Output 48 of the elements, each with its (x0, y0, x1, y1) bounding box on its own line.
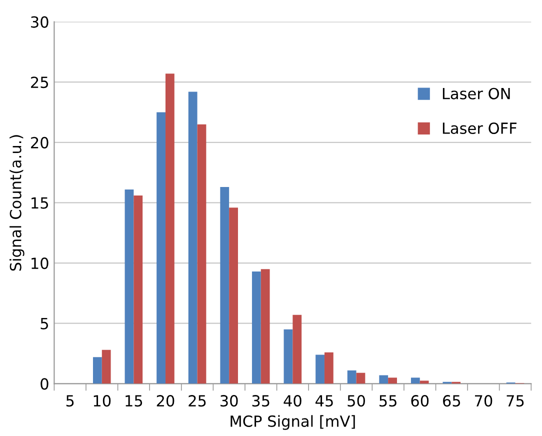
legend-label: Laser OFF (442, 122, 517, 134)
x-tick-label: 10 (94, 395, 111, 407)
x-tick-label: 15 (126, 395, 142, 407)
bar (410, 378, 420, 384)
x-tick-label: 70 (474, 395, 492, 407)
bar (197, 124, 206, 384)
bar (324, 352, 334, 384)
x-tick-label: 45 (316, 395, 333, 407)
x-axis-title: MCP Signal [mV] (230, 415, 355, 430)
x-tick-label: 5 (66, 395, 74, 407)
bar (102, 350, 111, 384)
bar (156, 112, 166, 384)
bar (124, 189, 134, 384)
bar (188, 92, 198, 384)
bar (347, 370, 356, 384)
bar (220, 187, 230, 384)
bar (284, 329, 293, 384)
bar (292, 314, 302, 384)
y-tick-label: 30 (31, 16, 48, 28)
x-tick-label: 30 (220, 395, 238, 407)
bar (165, 74, 174, 384)
x-tick-label: 55 (380, 395, 396, 407)
y-tick-label: 5 (40, 318, 48, 330)
x-tick-label: 35 (252, 395, 270, 407)
x-tick-label: 40 (284, 395, 302, 407)
bar (229, 208, 238, 384)
bar (92, 357, 102, 384)
y-tick-label: 0 (40, 378, 48, 390)
bar (379, 375, 388, 384)
x-tick-label: 65 (443, 395, 460, 407)
bar (356, 372, 366, 384)
x-tick-label: 50 (348, 395, 365, 407)
bar (252, 271, 261, 384)
y-tick-label: 15 (32, 197, 48, 209)
bar (388, 378, 397, 384)
bar (260, 269, 270, 384)
bar (420, 380, 429, 384)
y-tick-label: 20 (31, 136, 48, 148)
x-tick-label: 75 (506, 395, 524, 407)
bar (134, 196, 143, 384)
x-tick-label: 60 (411, 395, 429, 407)
x-tick-label: 20 (156, 395, 174, 407)
legend-label: Laser ON (442, 88, 510, 100)
y-tick-label: 10 (32, 258, 48, 270)
y-tick-label: 25 (31, 76, 48, 88)
y-axis-title: Signal Count(a.u.) (10, 135, 24, 271)
x-tick-label: 25 (188, 395, 206, 407)
bar (316, 354, 324, 384)
